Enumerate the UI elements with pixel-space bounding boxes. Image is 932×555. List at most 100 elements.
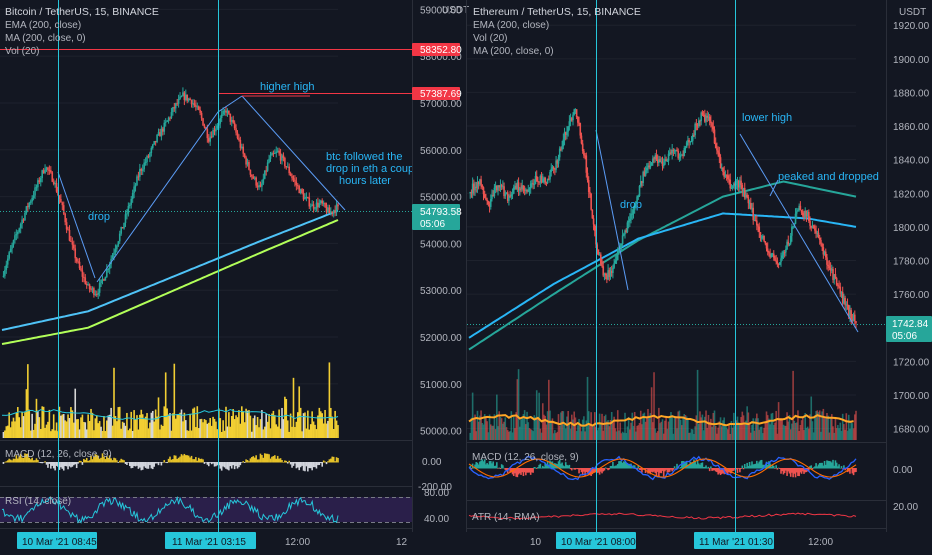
btc-candle-body [146,156,148,162]
btc-last-price-label: 54793.58 [420,207,462,218]
btc-macd-bar [337,458,339,463]
btc-annotation-followed-line-1[interactable]: btc followed the [326,151,402,163]
btc-volume-bar [245,409,247,438]
btc-volume-bar [169,413,171,438]
btc-indicator-ma[interactable]: MA (200, close, 0) [5,33,86,44]
btc-candle-body [240,140,242,148]
eth-candle-body [809,221,811,226]
btc-volume-bar [92,413,94,438]
btc-volume-bar [47,422,49,438]
btc-volume-bar [72,410,74,438]
btc-candle-body [247,162,249,164]
btc-candle-body [74,248,76,258]
btc-volume-bar [261,410,263,438]
btc-level-label-2: 57387.69 [420,89,462,100]
btc-volume-bar [294,427,296,438]
btc-indicator-ema[interactable]: EMA (200, close) [5,20,81,31]
btc-macd-bar [64,462,66,466]
btc-macd-bar [6,461,8,462]
btc-candle-body [97,293,99,295]
btc-candle-body [93,288,95,295]
btc-candle-body [234,123,236,129]
btc-macd-bar [296,462,298,468]
eth-candle-body [512,194,514,195]
eth-candle-body [645,170,647,176]
btc-macd-bar [162,462,164,463]
btc-macd-bar [161,462,163,465]
eth-candle-body [715,143,717,148]
btc-volume-bar [60,416,62,438]
btc-volume-bar [163,406,165,438]
btc-annotation-followed-line-3[interactable]: hours later [339,175,391,187]
btc-macd-bar [294,462,296,464]
btc-volume-bar [128,430,130,438]
eth-candle-body [534,184,536,185]
btc-candle-body [135,185,137,186]
btc-volume-bar [51,429,53,438]
btc-candle-body [313,204,315,208]
eth-candle-body [589,192,591,194]
btc-macd-bar [44,461,46,462]
btc-candle-body [54,183,56,184]
btc-annotation-followed-line-2[interactable]: drop in eth a couple [326,163,423,175]
btc-volume-bar [165,372,167,438]
btc-volume-bar [67,414,69,438]
btc-macd-bar [171,460,173,463]
btc-macd-bar [178,458,180,463]
eth-annotation-lower-high[interactable]: lower high [742,112,792,124]
btc-macd-bar [231,462,233,469]
btc-volume-bar [73,423,75,438]
btc-candle-body [92,288,94,289]
btc-candle-body [152,144,154,148]
btc-indicator-vol[interactable]: Vol (20) [5,46,39,57]
eth-indicator-ma[interactable]: MA (200, close, 0) [473,46,554,57]
btc-volume-bar [281,408,283,438]
btc-candle-body [242,147,244,154]
btc-volume-bar [30,431,32,438]
btc-macd-bar [310,462,312,468]
btc-volume-bar [24,412,26,438]
btc-candle-body [168,118,170,121]
btc-macd-bar [273,456,275,462]
eth-candle-body [717,150,719,152]
btc-macd-bar [73,462,75,465]
btc-candle-body [186,95,188,101]
btc-volume-bar [185,420,187,438]
btc-candle-body [298,186,300,193]
btc-volume-bar [168,415,170,438]
btc-volume-bar [66,421,68,438]
btc-macd-bar [87,461,89,463]
btc-volume-bar [148,428,150,438]
btc-volume-bar [186,430,188,438]
btc-volume-bar [331,417,333,438]
eth-symbol-title[interactable]: Ethereum / TetherUS, 15, BINANCE [473,6,641,18]
btc-volume-bar [135,419,137,438]
btc-volume-bar [204,419,206,438]
time-axis[interactable]: 10 Mar '21 08:45 11 Mar '21 03:15 12:00 … [0,532,932,550]
eth-annotation-drop[interactable]: drop [620,199,642,211]
btc-macd-bar [300,462,302,467]
btc-candle-body [171,112,173,118]
eth-annotation-peaked[interactable]: peaked and dropped [778,171,879,183]
btc-annotation-higher-high[interactable]: higher high [260,81,314,93]
btc-volume-bar [234,419,236,438]
btc-volume-bar [263,429,265,438]
eth-indicator-vol[interactable]: Vol (20) [473,33,507,44]
btc-candle-body [162,129,164,132]
btc-candle-body [122,227,124,228]
btc-candle-body [43,170,45,173]
btc-macd-bar [331,457,333,463]
btc-candle-body [241,147,243,148]
btc-macd-bar [76,462,78,468]
btc-volume-bar [120,429,122,438]
btc-macd-bar [257,459,259,462]
btc-candle-body [106,269,108,277]
eth-candle-body [800,206,802,210]
btc-annotation-drop[interactable]: drop [88,211,110,223]
btc-symbol-title[interactable]: Bitcoin / TetherUS, 15, BINANCE [5,6,159,18]
btc-price-axis[interactable]: USDT 59000.0058000.0057000.0056000.00550… [412,0,469,532]
eth-candle-body [768,252,770,253]
eth-indicator-ema[interactable]: EMA (200, close) [473,20,549,31]
eth-price-axis[interactable]: USDT 1920.001900.001880.001860.001840.00… [886,0,932,532]
btc-volume-bar [106,420,108,438]
